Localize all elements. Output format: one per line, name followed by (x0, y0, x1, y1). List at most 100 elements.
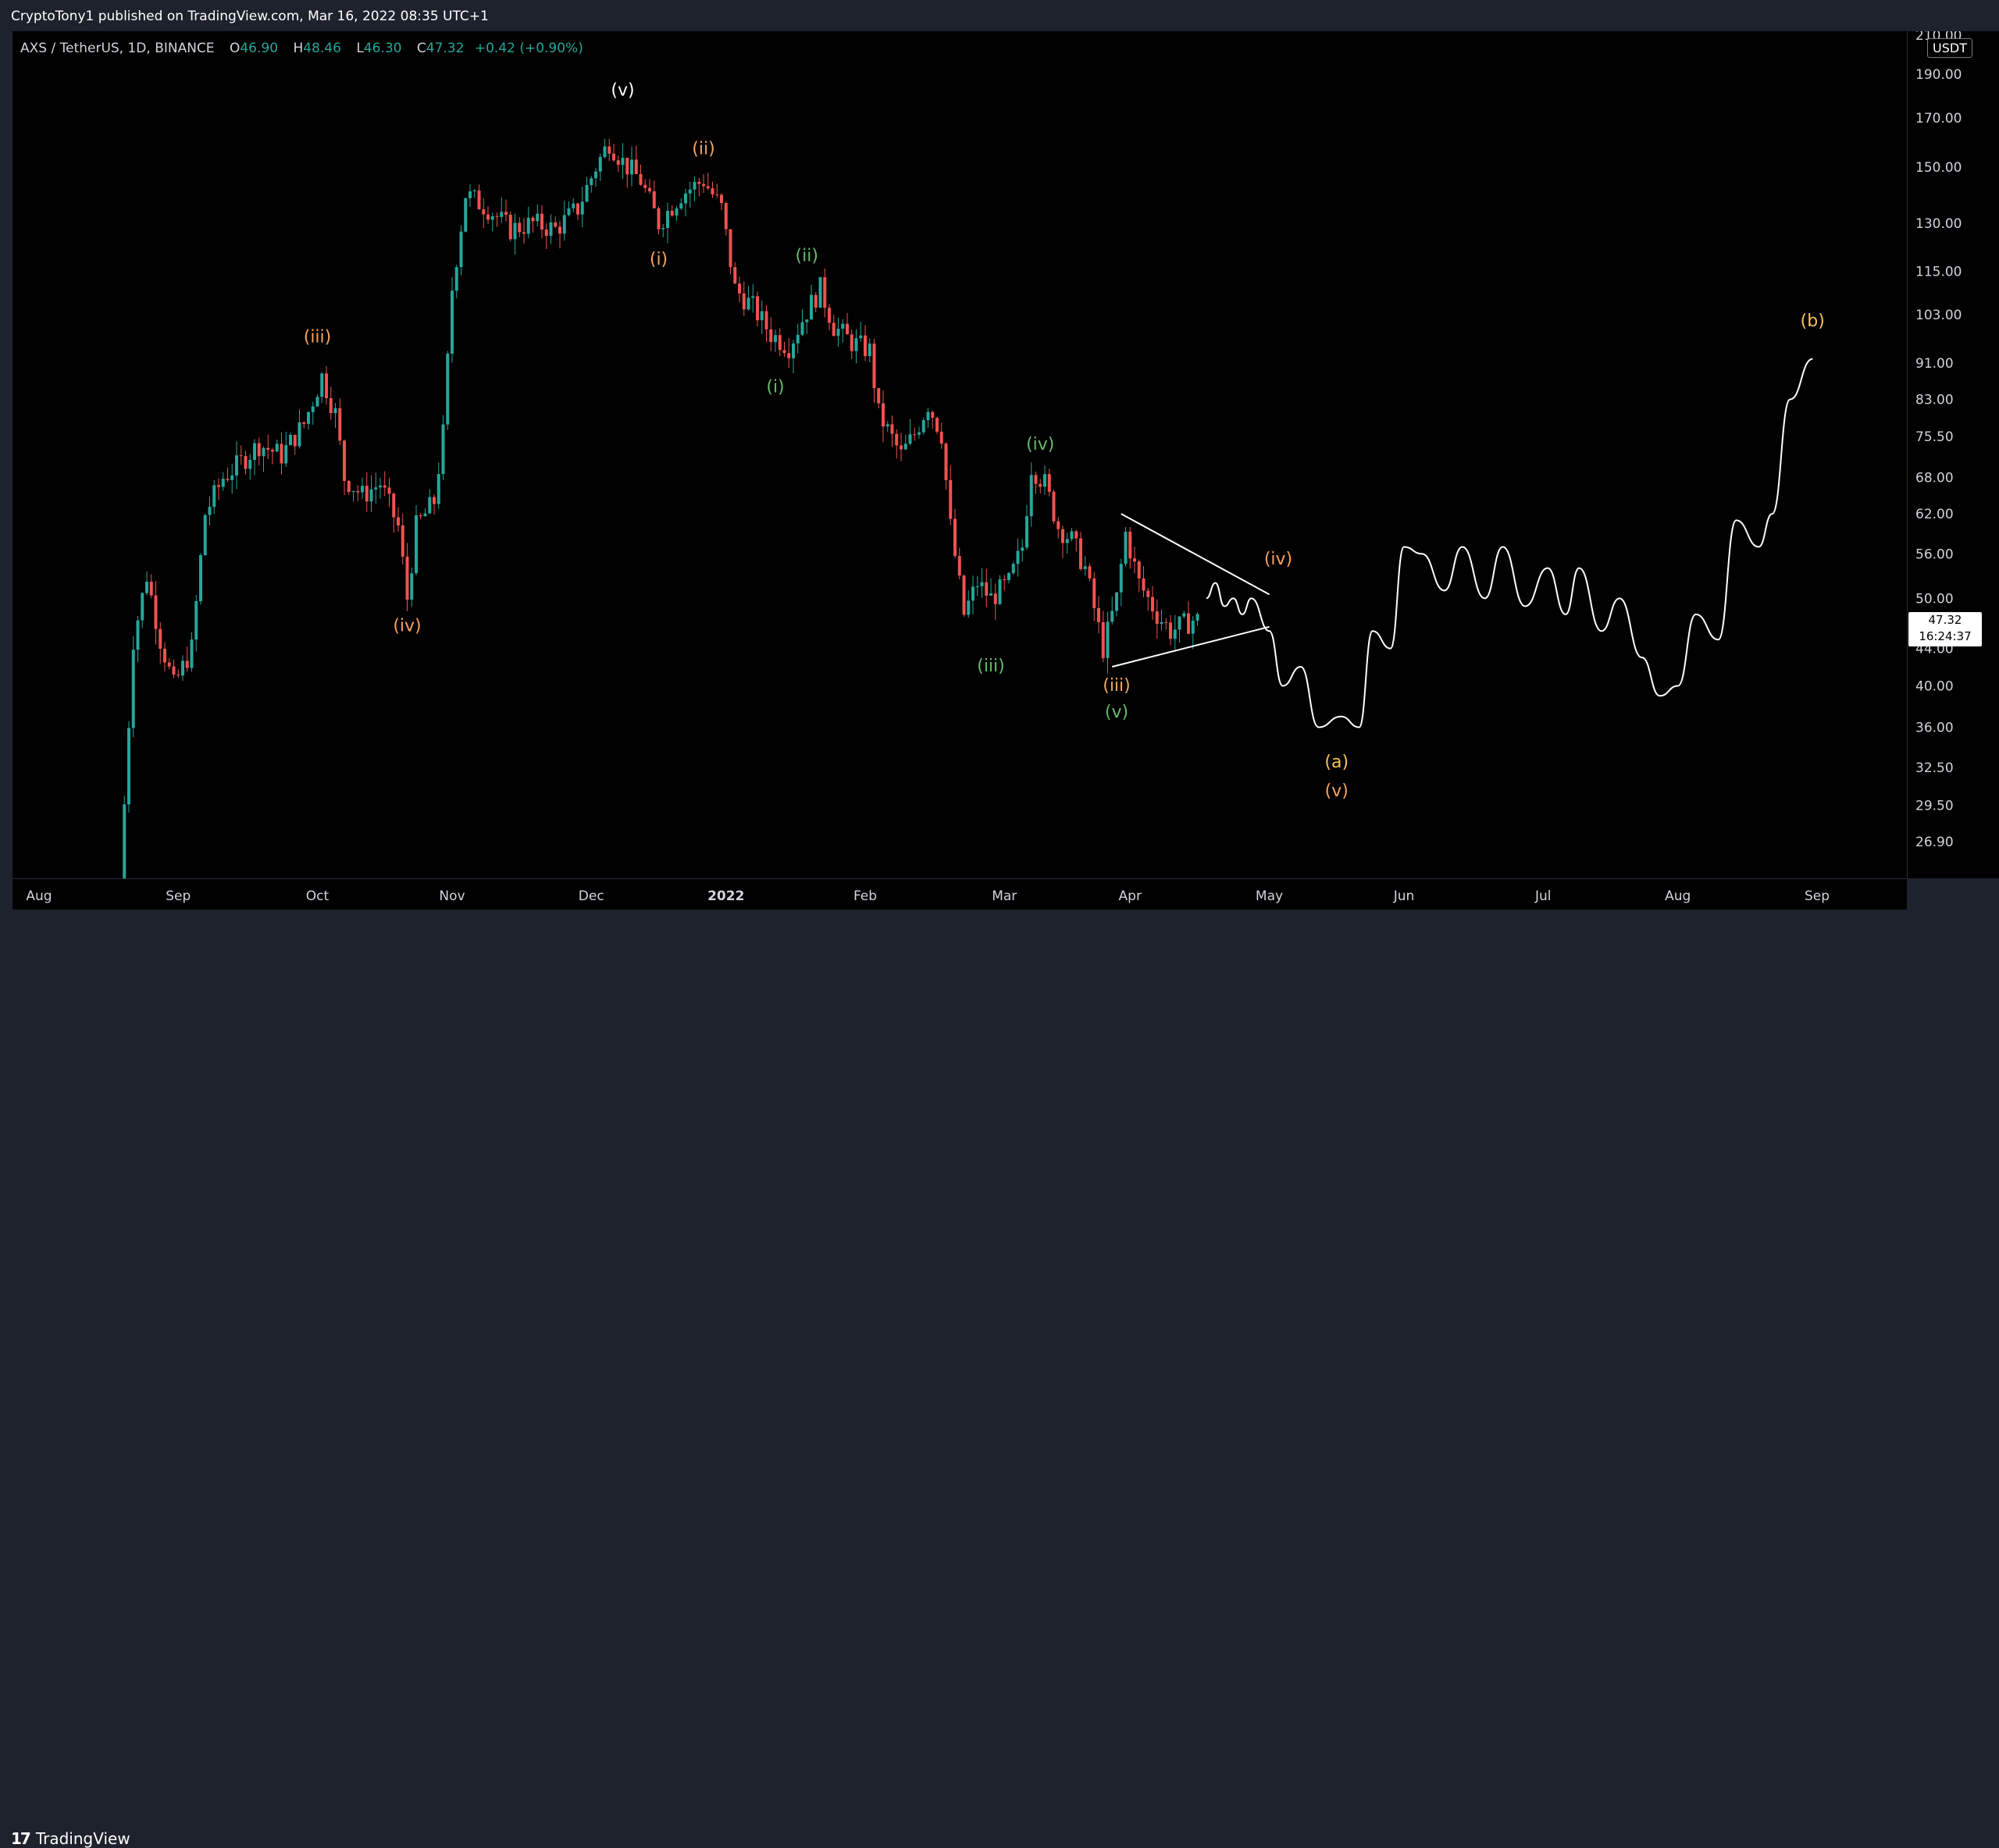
wave-label: (iii) (1103, 676, 1131, 696)
candle (451, 276, 454, 363)
candle (832, 315, 836, 336)
candle (931, 410, 935, 429)
ohlc-legend: AXS / TetherUS, 1D, BINANCE O46.90 H48.4… (20, 41, 583, 56)
candle (805, 319, 809, 334)
candle (1092, 571, 1096, 621)
candle (127, 721, 130, 813)
tradingview-logo[interactable]: 17 TradingView (11, 1829, 130, 1848)
candle (190, 632, 194, 672)
candle (298, 409, 301, 449)
candle (1039, 479, 1042, 494)
candle (882, 390, 885, 443)
candle (670, 205, 674, 217)
candle (1047, 468, 1051, 497)
candle (482, 198, 486, 229)
price-tick-label: 62.00 (1915, 507, 1954, 522)
candle (621, 143, 625, 180)
candle (639, 164, 643, 187)
candle (433, 493, 436, 515)
time-tick-label: Jun (1393, 888, 1415, 904)
candle (630, 146, 633, 187)
currency-badge[interactable]: USDT (1927, 38, 1972, 58)
candle (154, 581, 158, 645)
price-tick-label: 83.00 (1915, 392, 1954, 408)
candle (123, 796, 126, 878)
wave-label: (v) (1105, 703, 1128, 722)
time-tick-label: Jul (1534, 888, 1552, 904)
time-tick-label: 2022 (707, 888, 744, 904)
candle (459, 225, 463, 276)
candle (141, 592, 144, 628)
wave-label: (iii) (304, 327, 332, 347)
price-axis-ticks: 210.00190.00170.00150.00130.00115.00103.… (1915, 28, 1962, 850)
candle (921, 417, 925, 435)
candle (221, 472, 225, 491)
candle (508, 211, 512, 242)
candle (666, 202, 669, 244)
candle (383, 471, 387, 497)
candle (181, 655, 184, 682)
candle (1088, 563, 1092, 582)
projection-path (1206, 358, 1813, 728)
candle (949, 465, 953, 525)
published-bar: CryptoTony1 published on TradingView.com… (0, 0, 1999, 31)
candle (405, 543, 409, 611)
candle (1097, 596, 1100, 634)
wave-labels-layer: (iii) (iv) (v) (i) (ii) (ii) (i) (iv) (iii) (iii)… (304, 80, 1825, 801)
candle (643, 179, 647, 193)
candle (679, 198, 683, 211)
candle (1007, 571, 1010, 584)
candle (1151, 586, 1154, 620)
candle (194, 595, 198, 652)
candle (576, 202, 579, 220)
open-label: O (229, 41, 241, 56)
candle (939, 422, 943, 449)
wave-label: (iv) (1264, 550, 1292, 569)
candle (841, 319, 845, 344)
candle (1191, 616, 1195, 650)
price-chart[interactable]: (iii) (iv) (v) (i) (ii) (ii) (i) (iv) (iii) (iii)… (12, 31, 1907, 878)
candle (1016, 538, 1020, 577)
candle (608, 138, 611, 162)
candle (720, 193, 723, 211)
candle (558, 220, 561, 249)
candle (792, 340, 795, 374)
candle (217, 478, 220, 500)
candle (590, 176, 593, 193)
candle (387, 477, 391, 507)
tradingview-logo-icon: 17 (11, 1829, 31, 1848)
price-tick-label: 115.00 (1915, 265, 1962, 280)
candle (657, 206, 661, 235)
footer-bar: 17 TradingView (0, 910, 1999, 1848)
candle (365, 472, 369, 512)
candle (500, 197, 504, 223)
candle (890, 415, 894, 447)
price-tick-label: 91.00 (1915, 356, 1954, 372)
candle (693, 176, 697, 201)
candle (1057, 517, 1060, 539)
candle (163, 642, 166, 671)
current-price: 47.32 (1928, 613, 1962, 627)
candle (531, 215, 535, 233)
wave-label: (b) (1801, 312, 1825, 331)
price-axis[interactable]: 210.00 190.00 170.00 150.00 130.00 115.00 103.… (1907, 28, 1999, 878)
candle (1128, 527, 1132, 569)
candle (733, 262, 737, 284)
candle (253, 439, 256, 475)
candle (918, 426, 921, 439)
candle (518, 217, 522, 237)
time-axis[interactable]: Aug Sep Oct Nov Dec 2022 Feb Mar Apr May Jun Jul Aug… (12, 878, 1907, 910)
candle (554, 216, 558, 229)
symbol-label: AXS / TetherUS, 1D, BINANCE (20, 41, 215, 56)
candle (302, 421, 306, 429)
time-tick-label: Oct (306, 888, 330, 904)
candle (536, 204, 540, 227)
candle (836, 318, 840, 347)
wave-label: (i) (766, 377, 784, 397)
price-tick-label: 40.00 (1915, 679, 1954, 695)
candle (598, 153, 602, 181)
candle (149, 574, 153, 599)
chart-area[interactable]: (iii) (iv) (v) (i) (ii) (ii) (i) (iv) (iii) (iii)… (12, 31, 1907, 878)
time-tick-label: Aug (1665, 888, 1691, 904)
candle (675, 205, 679, 221)
